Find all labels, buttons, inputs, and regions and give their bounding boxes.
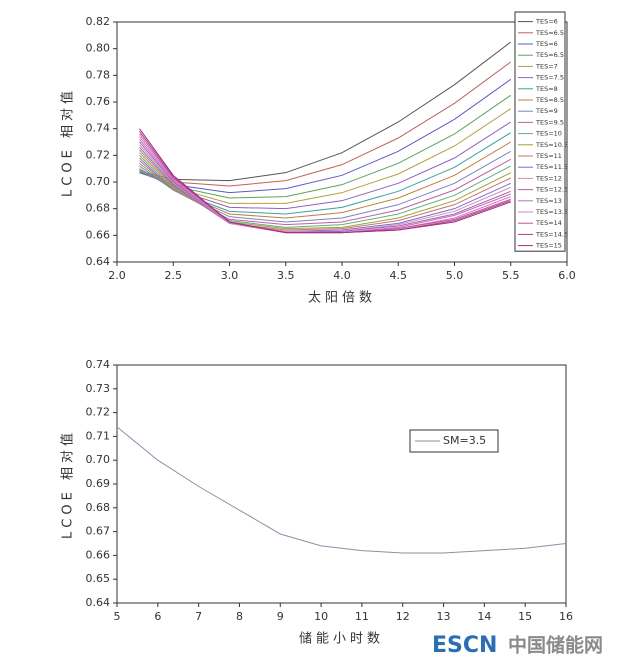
x-tick-label: 2.5: [165, 269, 183, 282]
y-tick-label: 0.73: [86, 382, 111, 395]
legend-label: TES=6: [535, 18, 558, 26]
x-axis-title: 太阳倍数: [308, 291, 376, 306]
legend-label: TES=7.5: [535, 74, 564, 82]
y-tick-label: 0.66: [86, 228, 111, 241]
x-tick-label: 12: [396, 610, 410, 623]
legend-label: TES=8: [535, 85, 558, 93]
x-tick-label: 13: [437, 610, 451, 623]
x-tick-label: 3.0: [221, 269, 239, 282]
legend-label: TES=13: [535, 197, 562, 205]
series-line: [139, 141, 511, 234]
y-tick-label: 0.74: [86, 358, 111, 371]
legend-label: TES=8.5: [535, 96, 564, 104]
x-tick-label: 8: [236, 610, 243, 623]
y-tick-label: 0.65: [86, 572, 111, 585]
x-tick-label: 11: [355, 610, 369, 623]
y-tick-label: 0.71: [86, 429, 111, 442]
y-axis-title: LCOE 相对值: [60, 429, 76, 539]
y-tick-label: 0.64: [86, 596, 111, 609]
legend-label: TES=15: [535, 242, 562, 250]
legend-label: TES=6: [535, 40, 558, 48]
y-tick-label: 0.70: [86, 175, 111, 188]
legend-label: TES=11.5: [535, 163, 568, 171]
series-line: [139, 78, 512, 194]
legend-label: TES=9.5: [535, 118, 564, 126]
y-tick-label: 0.69: [86, 477, 111, 490]
x-tick-label: 6: [154, 610, 161, 623]
x-tick-label: 3.5: [277, 269, 295, 282]
series-line: [139, 157, 511, 226]
legend-label: SM=3.5: [443, 434, 486, 447]
series-line: [139, 144, 511, 232]
y-tick-label: 0.72: [86, 406, 111, 419]
series-line: [139, 152, 511, 230]
x-tick-label: 4.5: [390, 269, 408, 282]
y-tick-label: 0.70: [86, 453, 111, 466]
legend-label: TES=13.5: [535, 208, 568, 216]
series-line: [139, 154, 511, 228]
y-tick-label: 0.76: [86, 95, 111, 108]
x-tick-label: 4.0: [333, 269, 351, 282]
y-tick-label: 0.82: [86, 15, 111, 28]
legend-label: TES=14.5: [535, 230, 568, 238]
x-tick-label: 5.5: [502, 269, 520, 282]
series-line: [139, 128, 511, 234]
legend-box: [409, 429, 499, 453]
watermark-brand: ESCN: [432, 633, 497, 658]
legend-label: TES=6.5: [535, 29, 564, 37]
legend-box: [514, 11, 566, 252]
series-line: [139, 146, 511, 232]
series-line: [116, 426, 567, 554]
x-tick-label: 7: [195, 610, 202, 623]
x-axis-title: 储能小时数: [299, 632, 384, 647]
series-line: [139, 136, 511, 234]
y-tick-label: 0.80: [86, 42, 111, 55]
watermark-name: 中国储能网: [508, 634, 603, 657]
plot-frame: [116, 21, 568, 263]
y-tick-label: 0.64: [86, 255, 111, 268]
legend-label: TES=10: [535, 130, 562, 138]
y-tick-label: 0.66: [86, 548, 111, 561]
x-tick-label: 9: [277, 610, 284, 623]
y-tick-label: 0.67: [86, 525, 111, 538]
x-tick-label: 10: [314, 610, 328, 623]
y-tick-label: 0.74: [86, 122, 111, 135]
y-tick-label: 0.72: [86, 148, 111, 161]
y-tick-label: 0.68: [86, 202, 111, 215]
y-axis-title: LCOE 相对值: [60, 87, 76, 197]
series-line: [139, 41, 512, 182]
legend-label: TES=10.5: [535, 141, 568, 149]
legend-label: TES=7: [535, 62, 558, 70]
plot-frame: [116, 364, 567, 604]
x-tick-label: 16: [559, 610, 573, 623]
y-tick-label: 0.78: [86, 68, 111, 81]
series-line: [139, 149, 511, 231]
legend-label: TES=6.5: [535, 51, 564, 59]
x-tick-label: 2.0: [108, 269, 126, 282]
x-tick-label: 14: [477, 610, 491, 623]
legend-label: TES=14: [535, 219, 562, 227]
y-tick-label: 0.68: [86, 501, 111, 514]
legend-label: TES=12.5: [535, 186, 568, 194]
x-tick-label: 5.0: [446, 269, 464, 282]
x-tick-label: 15: [518, 610, 532, 623]
legend-label: TES=9: [535, 107, 558, 115]
legend-label: TES=12: [535, 174, 562, 182]
x-tick-label: 6.0: [558, 269, 576, 282]
x-tick-label: 5: [114, 610, 121, 623]
legend-label: TES=11: [535, 152, 562, 160]
